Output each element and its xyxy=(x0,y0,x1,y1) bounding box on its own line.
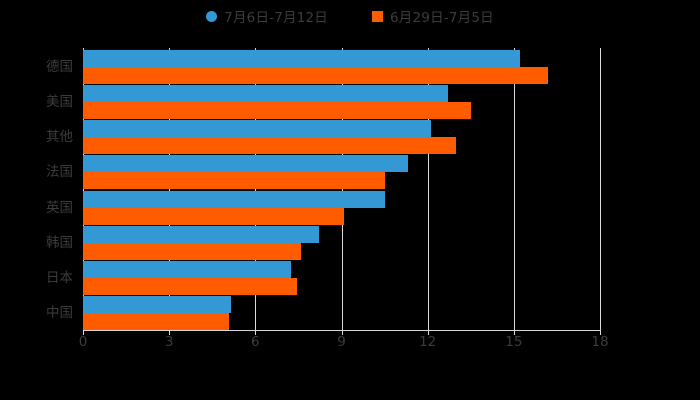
x-tick-mark xyxy=(341,330,343,335)
bar-series2[interactable] xyxy=(83,207,345,225)
bar-group xyxy=(83,225,600,260)
legend-item-series1[interactable]: 7月6日-7月12日 xyxy=(206,6,328,26)
bar-series1[interactable] xyxy=(83,261,292,279)
circle-marker-icon xyxy=(206,10,218,22)
bar-series2[interactable] xyxy=(83,278,297,296)
chart-legend: 7月6日-7月12日 6月29日-7月5日 xyxy=(0,6,700,26)
y-category-label: 其他 xyxy=(46,129,73,146)
x-tick-label: 0 xyxy=(78,334,88,350)
bar-group xyxy=(83,120,600,155)
y-category-label: 法国 xyxy=(46,164,73,181)
x-tick-label: 9 xyxy=(337,334,346,350)
bar-group xyxy=(83,261,600,296)
bar-group xyxy=(83,190,600,225)
bar-series2[interactable] xyxy=(83,137,457,155)
bar-series2[interactable] xyxy=(83,66,549,84)
y-category-label: 德国 xyxy=(46,58,73,75)
y-category-label: 韩国 xyxy=(46,234,73,251)
y-category-labels: 德国美国其他法国英国韩国日本中国 xyxy=(0,48,700,330)
bar-series1[interactable] xyxy=(83,49,520,67)
bar-group xyxy=(83,155,600,190)
plot-area xyxy=(83,48,600,331)
x-tick-label: 3 xyxy=(164,334,174,350)
gridline xyxy=(427,48,429,330)
bar-series1[interactable] xyxy=(83,155,408,173)
bar-series1[interactable] xyxy=(83,296,231,314)
bar-series1[interactable] xyxy=(83,190,385,208)
gridline xyxy=(513,48,515,330)
bar-series1[interactable] xyxy=(83,120,431,138)
x-tick-mark xyxy=(600,330,601,335)
y-category-label: 中国 xyxy=(46,305,73,322)
y-category-label: 英国 xyxy=(46,199,73,216)
gridline xyxy=(600,48,601,330)
bar-series2[interactable] xyxy=(83,101,471,119)
x-tick-label: 6 xyxy=(251,334,260,350)
x-tick-mark xyxy=(427,330,429,335)
legend-label-series2: 6月29日-7月5日 xyxy=(390,10,494,26)
x-tick-label: 18 xyxy=(591,334,609,350)
x-tick-mark xyxy=(169,330,171,335)
bar-series1[interactable] xyxy=(83,225,319,243)
y-category-label: 日本 xyxy=(46,270,73,287)
x-tick-label: 15 xyxy=(505,334,523,350)
bar-series1[interactable] xyxy=(83,84,448,102)
x-tick-mark xyxy=(513,330,515,335)
bar-group xyxy=(83,296,600,331)
bar-group xyxy=(83,84,600,119)
legend-item-series2[interactable]: 6月29日-7月5日 xyxy=(372,6,494,26)
bar-series2[interactable] xyxy=(83,313,230,331)
bar-group xyxy=(83,49,600,84)
x-tick-mark xyxy=(255,330,257,335)
bar-series2[interactable] xyxy=(83,242,302,260)
legend-label-series1: 7月6日-7月12日 xyxy=(224,10,328,26)
square-marker-icon xyxy=(372,10,383,22)
bar-series2[interactable] xyxy=(83,172,385,190)
x-tick-mark xyxy=(83,330,84,335)
x-tick-label: 12 xyxy=(419,334,437,350)
y-category-label: 美国 xyxy=(46,93,73,110)
